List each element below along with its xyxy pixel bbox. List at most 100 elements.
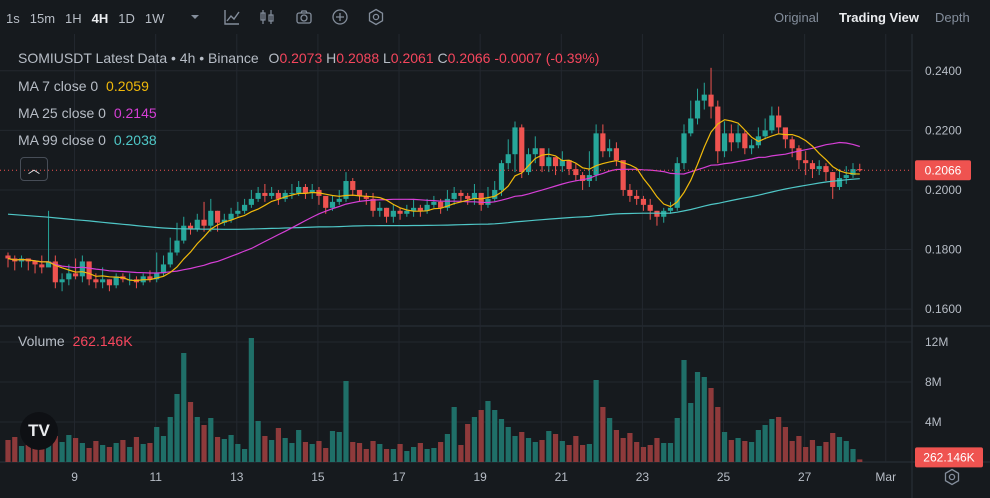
volume-bar — [336, 432, 342, 462]
tradingview-logo-icon[interactable]: TV — [20, 412, 58, 450]
candle-body — [559, 160, 565, 167]
volume-bar — [532, 442, 538, 462]
candle-body — [323, 195, 329, 208]
close-label: C — [437, 50, 448, 66]
candle-body — [789, 139, 795, 149]
candle-body — [208, 210, 214, 226]
volume-bar — [228, 435, 234, 462]
candle-body — [573, 169, 579, 176]
volume-bar — [269, 440, 275, 462]
price-tick-label: 0.1800 — [925, 243, 962, 257]
price-tick-label: 0.2200 — [925, 123, 962, 137]
volume-bar — [383, 449, 390, 462]
volume-bar — [140, 444, 146, 462]
volume-bar — [701, 377, 707, 462]
candle-body — [275, 192, 281, 199]
volume-bar — [208, 418, 214, 462]
settings-icon[interactable] — [367, 8, 385, 26]
legend-volume: Volume 262.146K — [18, 333, 133, 349]
volume-bar — [721, 432, 728, 462]
volume-bar — [154, 427, 160, 462]
volume-bar — [789, 441, 795, 462]
volume-bar — [275, 428, 281, 462]
candle-body — [167, 252, 173, 265]
toolbar: 1s 15m 1H 4H 1D 1W Original Trading View Dept… — [0, 0, 990, 34]
candle-body — [350, 181, 356, 190]
timeframe-1h[interactable]: 1H — [65, 11, 82, 26]
volume-bar — [512, 436, 518, 462]
candle-type-icon[interactable] — [258, 8, 276, 26]
timeframe-list: 1s 15m 1H 4H 1D 1W — [0, 10, 164, 28]
volume-bar — [113, 443, 119, 462]
candle-body — [262, 192, 268, 196]
volume-bar — [12, 437, 18, 462]
view-original[interactable]: Original — [774, 10, 819, 25]
volume-bar — [370, 441, 376, 462]
view-depth[interactable]: Depth — [935, 10, 970, 25]
add-icon[interactable] — [331, 8, 349, 26]
dropdown-icon[interactable] — [186, 8, 204, 26]
volume-bar — [471, 417, 478, 462]
timeframe-1d[interactable]: 1D — [118, 11, 135, 26]
volume-bar — [66, 435, 72, 462]
volume-bar — [316, 441, 322, 462]
ma7-value: 0.2059 — [106, 78, 149, 94]
volume-bar — [755, 430, 761, 462]
timeframe-1w[interactable]: 1W — [144, 11, 165, 26]
candle-body — [59, 279, 65, 283]
candle-body — [5, 255, 11, 259]
volume-bar — [573, 436, 579, 462]
volume-bar — [221, 439, 227, 462]
volume-bar — [505, 427, 511, 462]
volume-bar — [728, 440, 734, 462]
timeframe-15m[interactable]: 15m — [29, 11, 56, 26]
candle-body — [512, 127, 518, 155]
volume-bar — [397, 444, 403, 462]
timeframe-1s[interactable]: 1s — [6, 11, 20, 26]
volume-bar — [498, 419, 505, 462]
price-chart[interactable]: 0.2400 0.2200 0.2000 0.1800 0.1600 12M 8M 4M 9 11… — [0, 34, 990, 498]
volume-bar — [823, 442, 829, 462]
volume-bar — [492, 410, 498, 462]
volume-bar — [255, 421, 261, 462]
candle-body — [505, 154, 511, 164]
volume-bar — [742, 441, 748, 462]
candle-body — [532, 148, 538, 155]
volume-bar — [735, 438, 741, 462]
volume-bar — [329, 431, 336, 462]
timeframe-4h[interactable]: 4H — [91, 11, 109, 26]
volume-bar — [5, 440, 11, 462]
volume-bar — [634, 442, 640, 462]
open-value: 0.2073 — [279, 50, 323, 66]
time-tick-label: 15 — [311, 470, 325, 484]
candle-body — [93, 279, 99, 283]
candle-body — [242, 204, 248, 211]
time-tick-label: 9 — [71, 470, 78, 484]
indicator-icon[interactable] — [223, 8, 241, 26]
candle-body — [255, 192, 261, 199]
collapse-legend-button[interactable]: ︿ — [20, 157, 48, 181]
volume-bar — [52, 436, 58, 462]
candle-body — [411, 207, 417, 211]
volume-bar — [485, 401, 491, 462]
volume-bar — [431, 448, 437, 462]
candle-body — [235, 210, 241, 214]
ma25-value: 0.2145 — [113, 105, 157, 121]
candle-body — [715, 106, 721, 152]
volume-bar — [620, 438, 626, 462]
candle-body — [485, 198, 491, 205]
candle-body — [762, 130, 768, 137]
candle-body — [343, 181, 349, 199]
volume-bar — [411, 447, 417, 462]
volume-bar — [688, 403, 694, 462]
candle-body — [735, 133, 741, 143]
candle-body — [843, 175, 849, 179]
candle-body — [613, 148, 619, 161]
time-tick-label: 19 — [473, 470, 487, 484]
view-trading-view[interactable]: Trading View — [839, 10, 919, 25]
volume-tick-label: 12M — [925, 335, 948, 349]
ma99-value: 0.2038 — [113, 132, 157, 148]
volume-bar — [181, 353, 187, 462]
camera-icon[interactable] — [295, 8, 313, 26]
chart-settings-icon[interactable] — [943, 468, 961, 486]
